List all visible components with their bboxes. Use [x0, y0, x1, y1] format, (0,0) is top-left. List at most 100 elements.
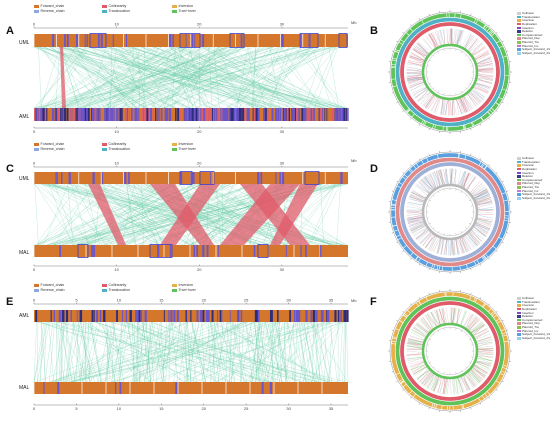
- synteny-link: [82, 321, 90, 383]
- chain-segment: [192, 172, 195, 184]
- axis-tick-label: 30: [280, 22, 285, 27]
- synteny-link: [268, 46, 307, 109]
- track-gap: [502, 334, 507, 337]
- chain-segment: [211, 108, 213, 121]
- track-gap: [459, 266, 461, 271]
- synteny-link: [75, 46, 257, 109]
- axis-tick-label: 10: [114, 267, 119, 272]
- synteny-panel-a: 0 10 20 30 0 10 20 30: [33, 22, 349, 134]
- synteny-link: [270, 46, 325, 109]
- chain-segment: [75, 34, 79, 47]
- circ-tick: [396, 241, 399, 244]
- legend-label: Translocation: [108, 288, 130, 292]
- inner-tick: [437, 90, 440, 93]
- chain-segment: [292, 108, 295, 121]
- circ-tick: [479, 263, 482, 266]
- chain-segment: [201, 108, 204, 121]
- circ-tick: [479, 158, 482, 161]
- synteny-link: [111, 321, 126, 383]
- chain-segment: [138, 108, 140, 121]
- synteny-link: [202, 183, 244, 246]
- chain-segment: [35, 310, 38, 322]
- synteny-link: [35, 321, 189, 383]
- circ-legend-entry: Deletion: [517, 314, 550, 319]
- synteny-link: [294, 321, 298, 383]
- legend-label: Reverse_chain: [40, 9, 65, 13]
- track-gap: [473, 18, 477, 23]
- synteny-link: [108, 46, 118, 109]
- inner-tick: [426, 344, 429, 346]
- track-gap: [395, 49, 400, 52]
- axis-tick-label: 30: [286, 298, 291, 303]
- synteny-link: [57, 321, 320, 383]
- chain-segment: [76, 108, 79, 121]
- chain-segment: [43, 108, 46, 121]
- inner-tick: [460, 51, 463, 54]
- synteny-link: [185, 321, 192, 383]
- track-gap: [405, 32, 410, 36]
- inner-tick: [437, 330, 440, 333]
- chain-segment: [315, 310, 318, 322]
- synteny-link: [33, 321, 45, 383]
- circ-legend-label: Deletion: [522, 314, 534, 319]
- track-gap: [396, 185, 401, 188]
- chain-segment: [57, 108, 60, 121]
- chain-segment: [96, 108, 99, 121]
- axis-tick-label: 10: [114, 161, 119, 166]
- synteny-link: [310, 321, 343, 383]
- inner-tick: [455, 372, 457, 375]
- circ-legend-entry: Subject_Forward_1/2: [517, 48, 550, 52]
- legend-entry: Inversion: [172, 142, 193, 146]
- inversion-link: [270, 184, 318, 245]
- circ-legend-label: Subject_Forward_2/2: [522, 51, 550, 56]
- circ-legend-swatch: [517, 52, 521, 55]
- synteny-link: [90, 183, 200, 246]
- chain-segment: [285, 245, 287, 257]
- chain-segment: [217, 310, 219, 322]
- track-gap: [458, 153, 460, 158]
- synteny-link: [80, 321, 91, 383]
- synteny-link: [39, 321, 46, 383]
- chain-segment: [169, 34, 172, 47]
- synteny-link: [49, 321, 246, 383]
- axis-tick-label: 20: [197, 129, 202, 134]
- axis-tick-label: 20: [197, 267, 202, 272]
- legend-label: Translocation: [108, 9, 130, 13]
- track-gap: [415, 256, 419, 261]
- chain-segment: [308, 108, 311, 121]
- inner-tick: [426, 217, 429, 219]
- track-gap: [395, 328, 400, 331]
- synteny-link: [250, 46, 319, 109]
- chain-segment: [196, 245, 198, 257]
- chain-segment: [232, 108, 234, 121]
- chain-segment: [122, 310, 124, 322]
- track-gap: [425, 262, 428, 267]
- synteny-link: [301, 321, 312, 383]
- inner-tick: [443, 372, 445, 375]
- inner-tick: [468, 361, 471, 364]
- chain-segment: [64, 34, 66, 47]
- legend-label: Reverse_chain: [40, 288, 65, 292]
- synteny-link: [105, 321, 112, 383]
- circ-legend-label: Insertion: [522, 170, 534, 175]
- track-gap: [482, 24, 486, 29]
- synteny-link: [131, 321, 142, 383]
- chain-segment: [175, 108, 177, 121]
- track-gap: [482, 256, 486, 260]
- chain-segment: [124, 172, 127, 184]
- track-gap: [394, 50, 399, 53]
- track-gap: [484, 26, 488, 30]
- chain-segment: [192, 108, 195, 121]
- circ-legend-swatch: [517, 157, 521, 160]
- synteny-link: [267, 321, 283, 383]
- circ-legend-label: Plasmid_Dup: [522, 36, 540, 41]
- inner-tick: [455, 93, 457, 96]
- chain-segment: [56, 108, 58, 121]
- chain-segment: [237, 108, 239, 121]
- track-gap: [483, 255, 487, 259]
- chain-segment: [79, 108, 81, 121]
- synteny-link: [80, 321, 87, 383]
- synteny-link: [51, 183, 243, 246]
- synteny-link: [231, 321, 236, 383]
- chain-segment: [141, 108, 144, 121]
